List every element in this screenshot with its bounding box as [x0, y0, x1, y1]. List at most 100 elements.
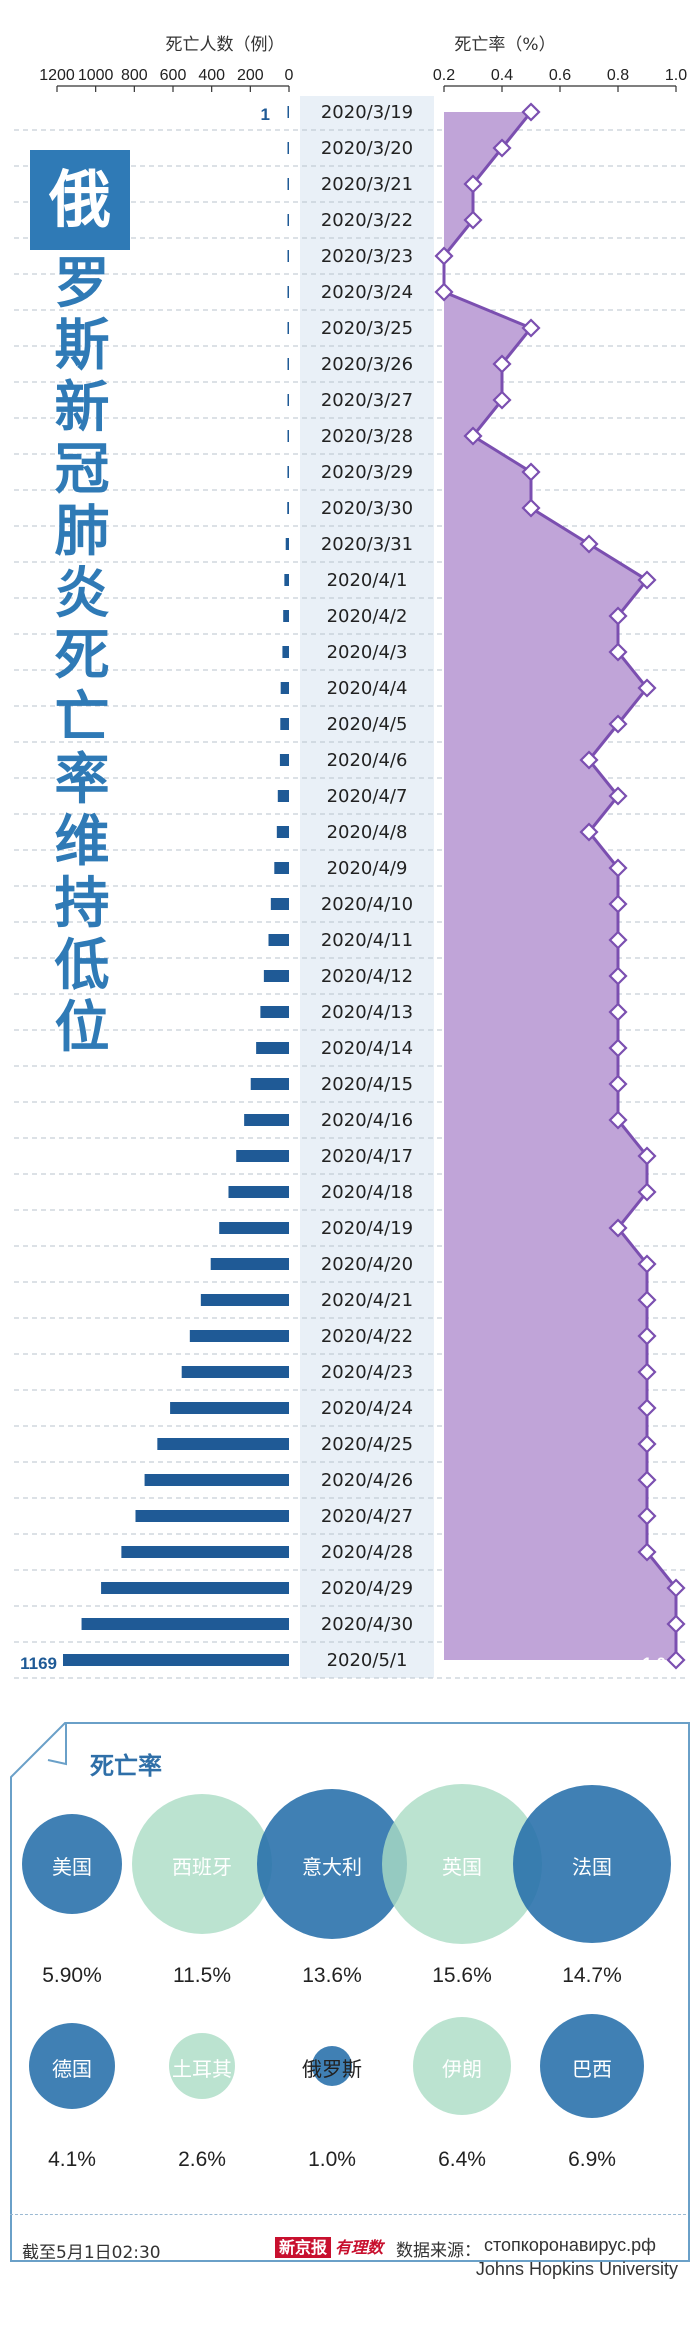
rate-point: [637, 1326, 657, 1346]
headline-char: 俄: [30, 150, 130, 250]
rate-point: [608, 714, 628, 734]
rate-point: [637, 570, 657, 590]
death-bar: [144, 1474, 289, 1486]
date-label: 2020/4/14: [321, 1038, 413, 1059]
right-axis-tick-label: 0.8: [607, 67, 629, 84]
date-label: 2020/4/30: [321, 1614, 413, 1635]
date-label: 2020/4/20: [321, 1254, 413, 1275]
panel-corner-fold: [10, 1722, 67, 1779]
death-bar: [287, 142, 289, 154]
date-label: 2020/3/23: [321, 246, 413, 267]
country-name: 伊朗: [442, 2057, 482, 2081]
headline-char: 死: [54, 623, 110, 687]
country-rate: 11.5%: [173, 1964, 231, 1987]
date-label: 2020/4/6: [327, 750, 408, 771]
date-label: 2020/4/16: [321, 1110, 413, 1131]
date-label: 2020/4/19: [321, 1218, 413, 1239]
rate-point: [637, 1506, 657, 1526]
deaths-and-rate-chart: 2020/3/19 2020/3/20 2020/3/21 2020/3/22 2020…: [14, 35, 687, 1679]
last-death-label: 1169: [20, 1654, 57, 1673]
logo-brand: 新京报: [275, 2237, 332, 2258]
death-bar: [287, 214, 289, 226]
death-bar: [210, 1258, 289, 1270]
country-name: 意大利: [302, 1855, 362, 1879]
left-axis-tick-label: 800: [121, 67, 148, 84]
headline-char: 罗: [54, 251, 110, 315]
headline-char: 低: [54, 933, 110, 997]
date-label: 2020/4/23: [321, 1362, 413, 1383]
country-rate: 6.9%: [568, 2148, 616, 2171]
date-label: 2020/4/22: [321, 1326, 413, 1347]
death-bar: [283, 610, 289, 622]
death-bar: [280, 718, 289, 730]
panel-title: 死亡率: [90, 1752, 162, 1780]
death-bar: [287, 358, 289, 370]
headline-char: 维: [54, 809, 110, 873]
rate-point: [579, 822, 599, 842]
death-bar: [284, 574, 289, 586]
death-bar: [101, 1582, 289, 1594]
rate-point: [608, 894, 628, 914]
death-bar: [280, 682, 289, 694]
date-label: 2020/4/1: [327, 570, 408, 591]
death-bar: [287, 502, 289, 514]
date-label: 2020/4/4: [327, 678, 408, 699]
rate-point: [637, 1398, 657, 1418]
rate-point: [434, 282, 454, 302]
death-bar: [282, 646, 289, 658]
left-axis-title: 死亡人数（例）: [166, 35, 285, 55]
date-label: 2020/4/13: [321, 1002, 413, 1023]
death-bar: [181, 1366, 289, 1378]
country-name: 德国: [52, 2057, 92, 2081]
date-label: 2020/4/28: [321, 1542, 413, 1563]
country-name: 英国: [442, 1855, 482, 1879]
rate-point: [637, 1182, 657, 1202]
last-rate-label: 1.0: [642, 1654, 666, 1673]
rate-point: [521, 498, 541, 518]
rate-point: [492, 138, 512, 158]
death-bar: [279, 754, 289, 766]
left-axis-tick-label: 600: [160, 67, 187, 84]
logo-script: 有理数: [335, 2238, 384, 2257]
first-death-label: 1: [261, 105, 270, 124]
rate-point: [463, 426, 483, 446]
rate-point: [521, 318, 541, 338]
death-bar: [287, 430, 289, 442]
date-label: 2020/3/20: [321, 138, 413, 159]
right-axis-tick-label: 0.4: [491, 67, 513, 84]
headline-char: 冠: [54, 437, 110, 501]
date-label: 2020/4/26: [321, 1470, 413, 1491]
left-axis-tick-label: 0: [285, 67, 294, 84]
date-band: [300, 96, 434, 1678]
source-2: Johns Hopkins University: [475, 2259, 678, 2279]
date-label: 2020/4/17: [321, 1146, 413, 1167]
rate-point: [637, 1434, 657, 1454]
death-bar: [219, 1222, 289, 1234]
rate-point: [666, 1650, 686, 1670]
rate-point: [637, 678, 657, 698]
date-label: 2020/4/8: [327, 822, 408, 843]
rate-point: [608, 1218, 628, 1238]
country-bubble: [540, 2014, 644, 2118]
date-label: 2020/4/27: [321, 1506, 413, 1527]
death-bar: [287, 106, 289, 118]
date-label: 2020/4/10: [321, 894, 413, 915]
death-rate-panel: 死亡率 美国 5.90% 西班牙 11.5% 意大利 13.6% 英国 15.6% 法国 14.7…: [10, 1722, 690, 2262]
date-label: 2020/4/15: [321, 1074, 413, 1095]
rate-point: [608, 930, 628, 950]
country-name: 法国: [572, 1855, 612, 1879]
date-label: 2020/4/18: [321, 1182, 413, 1203]
death-bar: [285, 538, 289, 550]
date-label: 2020/4/9: [327, 858, 408, 879]
country-rate: 14.7%: [562, 1964, 622, 1987]
country-rate: 5.90%: [42, 1964, 102, 1987]
headline-char: 率: [54, 747, 110, 811]
country-rate: 13.6%: [302, 1964, 362, 1987]
footer-date: 截至5月1日02:30: [22, 2243, 161, 2263]
death-bar: [276, 826, 289, 838]
death-bar: [287, 322, 289, 334]
death-bar: [287, 286, 289, 298]
rate-point: [579, 750, 599, 770]
rate-point: [608, 1074, 628, 1094]
death-bar: [244, 1114, 289, 1126]
